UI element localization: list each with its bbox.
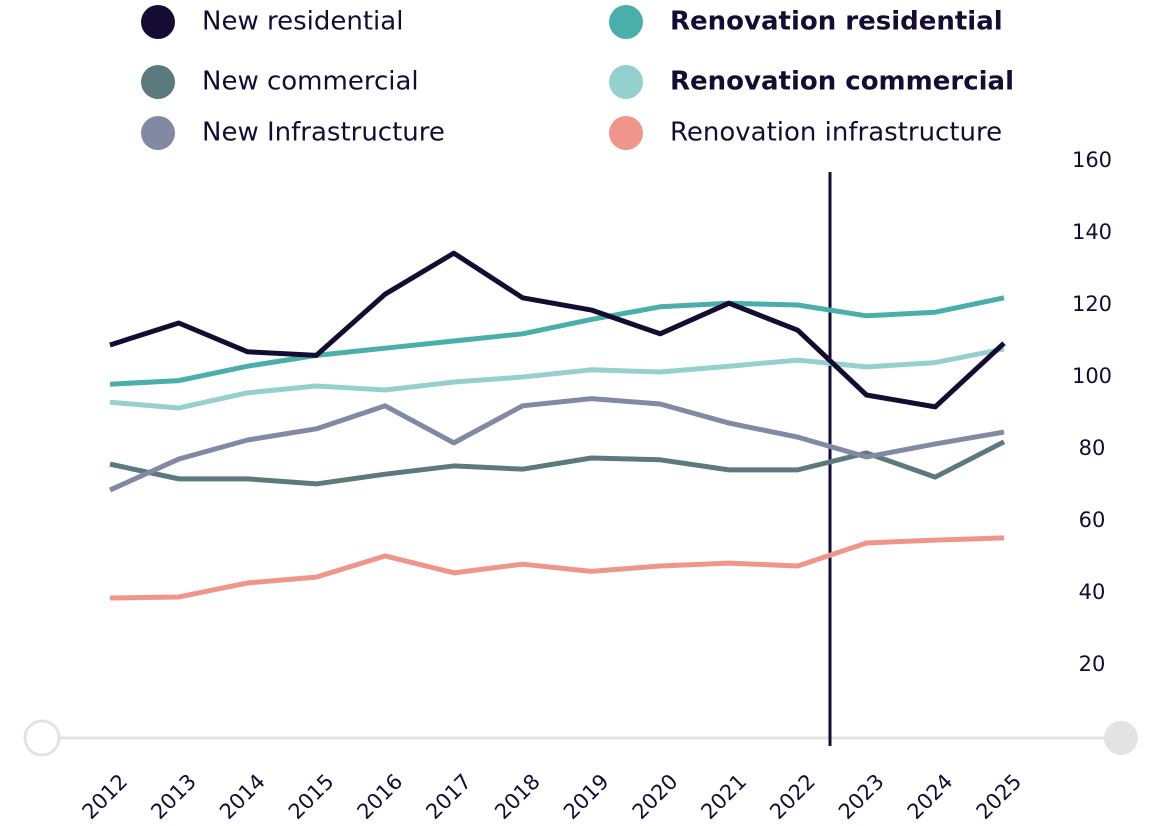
- series-line: [109, 250, 1006, 410]
- series-line: [109, 439, 1006, 487]
- y-tick-label: 140: [1072, 220, 1112, 244]
- slider-handle-start[interactable]: [23, 719, 61, 757]
- y-tick-label: 100: [1072, 364, 1112, 388]
- legend-swatch: [609, 65, 643, 99]
- legend-label: New commercial: [202, 67, 419, 97]
- y-tick-label: 60: [1079, 508, 1106, 532]
- slider-handle-end[interactable]: [1104, 721, 1138, 755]
- y-tick-label: 80: [1079, 436, 1106, 460]
- x-tick-label: 2023: [834, 769, 889, 824]
- x-tick-label: 2019: [559, 769, 614, 824]
- legend-swatch: [609, 116, 643, 150]
- series-line: [109, 346, 1005, 411]
- legend-label: Renovation commercial: [670, 67, 1014, 97]
- y-tick-label: 120: [1072, 292, 1112, 316]
- x-tick-label: 2020: [628, 769, 683, 824]
- y-tick-label: 40: [1079, 580, 1106, 604]
- legend-label: Renovation residential: [670, 7, 1003, 37]
- y-tick-label: 20: [1079, 652, 1106, 676]
- x-tick-label: 2012: [78, 769, 133, 824]
- legend-label: New residential: [202, 7, 403, 37]
- series-line: [109, 535, 1005, 601]
- x-tick-label: 2018: [490, 769, 545, 824]
- legend-swatch: [141, 65, 175, 99]
- legend-label: New Infrastructure: [202, 118, 445, 148]
- series-line: [109, 295, 1005, 387]
- x-tick-label: 2015: [284, 769, 339, 824]
- x-tick-label: 2025: [972, 769, 1027, 824]
- x-tick-label: 2021: [696, 769, 751, 824]
- x-tick-label: 2017: [421, 769, 476, 824]
- legend-swatch: [141, 116, 175, 150]
- legend-swatch: [141, 5, 175, 39]
- y-tick-label: 160: [1072, 148, 1112, 172]
- x-tick-label: 2016: [353, 769, 408, 824]
- x-tick-label: 2024: [903, 769, 958, 824]
- legend-label: Renovation infrastructure: [670, 118, 1002, 148]
- x-tick-label: 2014: [215, 769, 270, 824]
- x-tick-label: 2013: [146, 769, 201, 824]
- x-tick-label: 2022: [765, 769, 820, 824]
- series-line: [108, 396, 1005, 493]
- legend-swatch: [609, 5, 643, 39]
